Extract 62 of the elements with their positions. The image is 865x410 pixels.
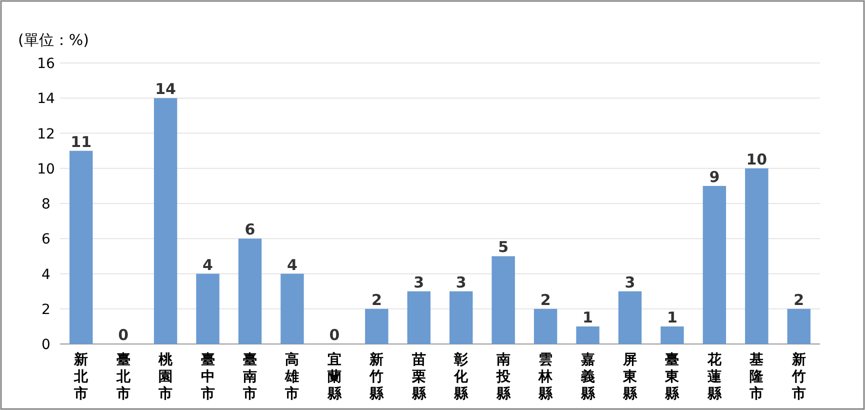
data-label: 3 [456,273,466,292]
bar [238,238,262,344]
bar [534,308,558,344]
y-tick-label: 16 [37,56,55,72]
y-tick-label: 6 [42,232,51,248]
bar [450,291,473,344]
bar [280,274,304,344]
bar [70,150,93,344]
bar [196,274,220,344]
data-label: 4 [287,256,298,274]
x-tick-label: 基隆市 [748,352,764,402]
x-tick-label: 臺中市 [200,352,215,402]
data-label: 2 [371,290,382,309]
bar [702,186,726,344]
y-tick-label: 2 [42,302,50,318]
x-tick-label: 臺東縣 [664,352,680,402]
bar [492,256,515,344]
y-tick-label: 14 [37,91,55,108]
y-tick-label: 10 [37,161,55,178]
bar [407,291,430,344]
y-tick-label: 4 [42,266,51,283]
y-tick-label: 8 [42,196,50,212]
x-tick-label: 雲林縣 [538,352,554,402]
x-tick-label: 南投縣 [495,352,512,402]
x-tick-label: 宜蘭縣 [326,351,342,402]
bar [618,291,642,344]
x-tick-label: 高雄市 [284,351,300,402]
y-axis-title: (單位：%) [18,31,89,49]
bar [660,326,684,344]
bar [154,98,178,344]
data-label: 0 [329,326,340,344]
data-label: 5 [498,238,509,256]
bar [745,168,768,344]
data-label: 1 [667,308,678,326]
data-label: 6 [244,220,256,239]
x-tick-label: 屏東縣 [622,352,638,402]
y-tick-label: 12 [37,126,55,142]
data-label: 14 [155,80,176,98]
data-label: 3 [414,273,424,292]
data-label: 3 [624,273,636,292]
data-label: 0 [118,326,129,344]
y-tick-label: 0 [42,337,50,353]
data-label: 11 [70,132,92,151]
x-tick-label: 新竹市 [790,351,806,402]
x-tick-label: 臺北市 [115,352,132,402]
bar [365,308,388,344]
x-tick-label: 嘉義縣 [580,352,596,402]
x-tick-label: 彰化縣 [453,351,470,402]
bar [576,326,600,344]
x-tick-label: 桃園市 [158,352,174,402]
x-tick-label: 新北市 [73,351,90,402]
data-label: 2 [794,290,804,309]
x-tick-label: 臺南市 [242,352,257,402]
x-tick-label: 苗栗縣 [410,352,427,402]
data-label: 2 [540,290,551,309]
data-label: 4 [202,256,213,274]
x-tick-label: 花蓮縣 [706,352,722,402]
data-label: 9 [709,168,720,186]
data-label: 10 [746,150,768,168]
x-tick-label: 新竹縣 [368,351,385,402]
bar [787,308,810,344]
data-label: 1 [582,308,593,326]
